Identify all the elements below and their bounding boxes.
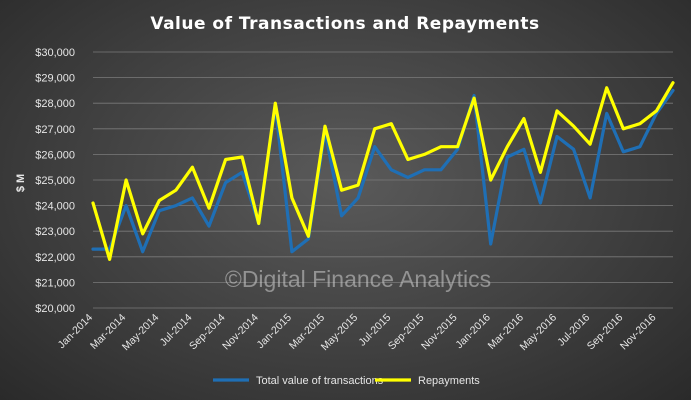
series-line-1 bbox=[91, 88, 675, 254]
y-tick-label: $23,000 bbox=[35, 226, 75, 238]
legend: Total value of transactions Repayments bbox=[213, 375, 480, 387]
y-tick-label: $29,000 bbox=[35, 73, 75, 85]
series-lines bbox=[91, 81, 675, 261]
x-tick-label: May-2015 bbox=[319, 312, 361, 354]
y-tick-label: $30,000 bbox=[35, 47, 75, 59]
gridlines bbox=[93, 51, 673, 309]
y-tick-label: $21,000 bbox=[35, 277, 75, 289]
series-line-2 bbox=[91, 81, 675, 261]
y-tick-label: $25,000 bbox=[35, 175, 75, 187]
y-axis-label: $ M bbox=[15, 174, 27, 192]
x-tick-label: Nov-2016 bbox=[618, 312, 659, 353]
y-tick-label: $22,000 bbox=[35, 252, 75, 264]
y-tick-label: $26,000 bbox=[35, 149, 75, 161]
legend-label: Total value of transactions bbox=[256, 375, 384, 387]
y-tick-label: $27,000 bbox=[35, 124, 75, 136]
x-tick-label: May-2014 bbox=[120, 312, 162, 354]
chart-title: Value of Transactions and Repayments bbox=[150, 14, 539, 34]
x-tick-label: Nov-2015 bbox=[419, 312, 460, 353]
x-tick-label: May-2016 bbox=[518, 312, 560, 354]
x-axis-ticks: Jan-2014Mar-2014May-2014Jul-2014Sep-2014… bbox=[56, 312, 659, 354]
x-tick-label: Nov-2014 bbox=[220, 312, 261, 353]
legend-label: Repayments bbox=[418, 375, 480, 387]
y-tick-label: $28,000 bbox=[35, 98, 75, 110]
y-axis-ticks: $20,000 $21,000 $22,000 $23,000 $24,000 $25,0… bbox=[35, 47, 75, 315]
y-tick-label: $20,000 bbox=[35, 303, 75, 315]
y-tick-label: $24,000 bbox=[35, 201, 75, 213]
watermark-text: ©Digital Finance Analytics bbox=[225, 266, 491, 292]
